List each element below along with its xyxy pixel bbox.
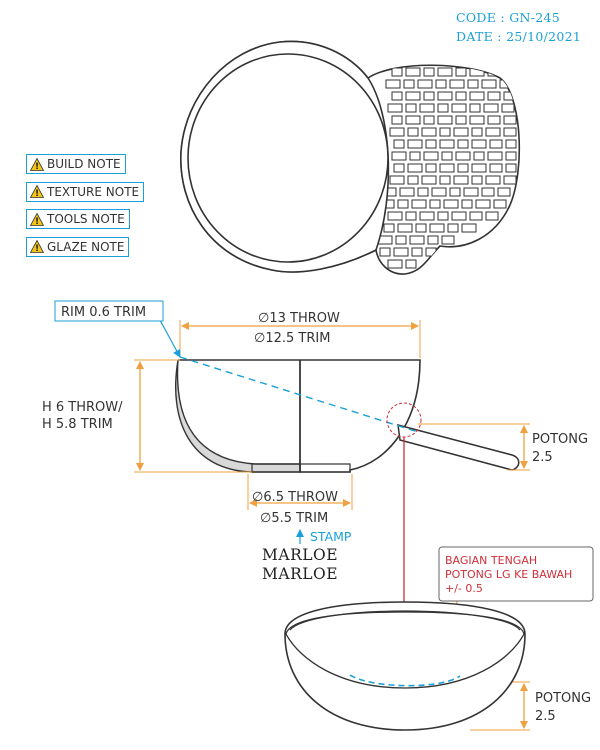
cut-line-blue bbox=[179, 356, 419, 433]
warning-icon: ! bbox=[30, 240, 44, 253]
warning-icon: ! bbox=[30, 212, 44, 226]
note-label: BUILD NOTE bbox=[47, 157, 121, 171]
dimension-lines bbox=[134, 319, 530, 731]
drawing-header: CODE : GN-245 DATE : 25/10/2021 bbox=[456, 8, 581, 46]
rim-label: RIM 0.6 TRIM bbox=[61, 305, 146, 320]
callout-line-2: POTONG LG KE BAWAH bbox=[445, 568, 572, 581]
brand-stamp: MARLOE MARLOE bbox=[262, 546, 338, 584]
svg-text:!: ! bbox=[35, 162, 39, 171]
foot-ring bbox=[251, 463, 351, 473]
stamp-label: STAMP bbox=[310, 529, 352, 544]
brand-line-1: MARLOE bbox=[262, 546, 339, 564]
cut-bowl-inner-rim bbox=[289, 610, 521, 631]
diameter-throw-label: ∅13 THROW bbox=[258, 311, 340, 326]
drawing-date: DATE : 25/10/2021 bbox=[456, 29, 582, 44]
callout-line-1: BAGIAN TENGAH bbox=[445, 554, 537, 567]
cut-depth-line bbox=[349, 674, 461, 687]
wall-section-fill bbox=[174, 359, 301, 473]
note-label: TOOLS NOTE bbox=[47, 212, 125, 226]
height-trim-label: H 5.8 TRIM bbox=[42, 417, 113, 432]
callout-line-3: +/- 0.5 bbox=[445, 582, 483, 595]
cut-value-2: 2.5 bbox=[535, 709, 556, 724]
cut-label-1: POTONG bbox=[532, 432, 588, 447]
glaze-note-button[interactable]: ! GLAZE NOTE bbox=[26, 236, 130, 257]
note-label: TEXTURE NOTE bbox=[47, 184, 140, 199]
drawing-code: CODE : GN-245 bbox=[456, 10, 561, 25]
warning-icon: ! bbox=[30, 157, 44, 171]
callout-box: BAGIAN TENGAH POTONG LG KE BAWAH +/- 0.5 bbox=[438, 546, 594, 602]
height-throw-label: H 6 THROW/ bbox=[42, 400, 123, 415]
build-note-button[interactable]: ! BUILD NOTE bbox=[26, 154, 126, 174]
foot-trim-label: ∅5.5 TRIM bbox=[260, 511, 328, 526]
cut-label-2: POTONG bbox=[535, 691, 591, 706]
top-view bbox=[180, 40, 521, 275]
bowl-interior bbox=[187, 53, 389, 263]
dimension-labels: RIM 0.6 TRIM ∅13 THROW ∅12.5 TRIM H 6 TH… bbox=[42, 300, 591, 724]
diameter-trim-label: ∅12.5 TRIM bbox=[254, 331, 330, 346]
note-label: GLAZE NOTE bbox=[47, 239, 125, 254]
cut-value-1: 2.5 bbox=[532, 450, 553, 465]
svg-text:!: ! bbox=[35, 217, 39, 226]
svg-text:!: ! bbox=[35, 189, 39, 198]
rim-leader bbox=[159, 319, 181, 358]
side-handle bbox=[397, 423, 520, 471]
notes-list: ! BUILD NOTE ! TEXTURE NOTE ! TOOLS NOTE… bbox=[26, 154, 145, 264]
brand-line-2: MARLOE bbox=[262, 565, 339, 583]
warning-icon: ! bbox=[30, 185, 44, 198]
rim-label-box bbox=[54, 300, 164, 322]
tools-note-button[interactable]: ! TOOLS NOTE bbox=[26, 209, 130, 229]
foot-throw-label: ∅6.5 THROW bbox=[252, 490, 338, 505]
cut-view bbox=[284, 601, 526, 731]
svg-text:!: ! bbox=[35, 244, 39, 253]
texture-note-button[interactable]: ! TEXTURE NOTE bbox=[26, 181, 145, 202]
